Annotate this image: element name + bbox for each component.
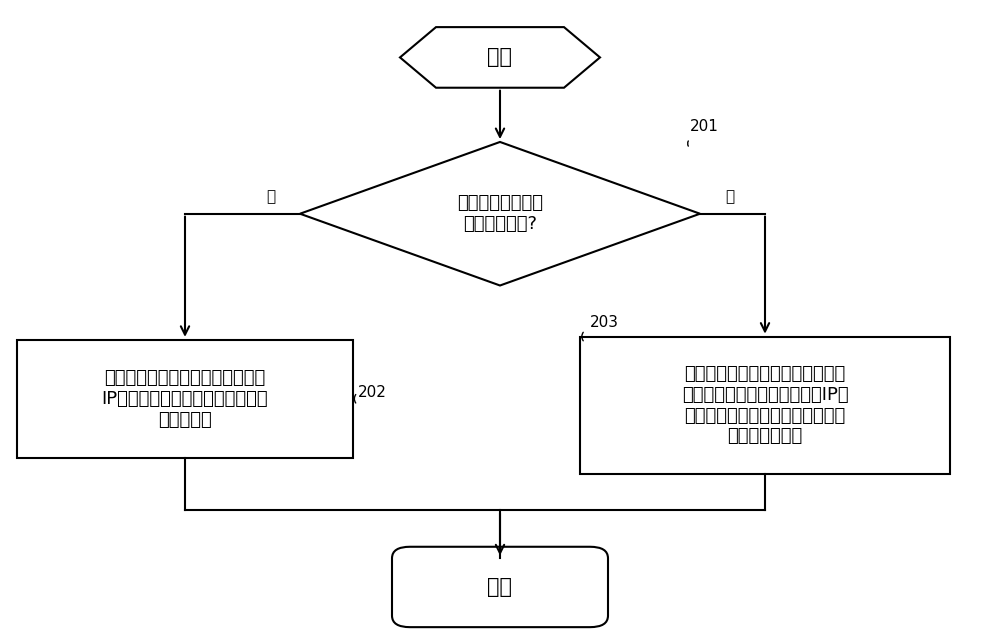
Text: 源端口编号是否为
第一端口编号?: 源端口编号是否为 第一端口编号?: [457, 195, 543, 233]
Bar: [580, 337, 950, 473]
Text: 是: 是: [266, 189, 275, 204]
Text: 203: 203: [590, 315, 619, 330]
Text: 201: 201: [690, 119, 719, 134]
Text: 直接将报文中的源地址替换为公有
IP地址，并将源端口编号替换为第
二端口编号: 直接将报文中的源地址替换为公有 IP地址，并将源端口编号替换为第 二端口编号: [102, 369, 268, 429]
Text: 否: 否: [725, 189, 734, 204]
FancyBboxPatch shape: [392, 547, 608, 627]
Text: 开始: 开始: [488, 47, 512, 68]
Text: 结束: 结束: [488, 577, 512, 597]
Bar: [17, 339, 353, 458]
Text: 重新在端口块中动态选择第三端口
编号，并将源地址替换为公有IP地
址，并将报文中的源端口编号替换
为第三端口编号: 重新在端口块中动态选择第三端口 编号，并将源地址替换为公有IP地 址，并将报文中…: [682, 365, 848, 445]
Polygon shape: [300, 142, 700, 286]
Polygon shape: [400, 27, 600, 88]
Text: 202: 202: [358, 385, 386, 400]
